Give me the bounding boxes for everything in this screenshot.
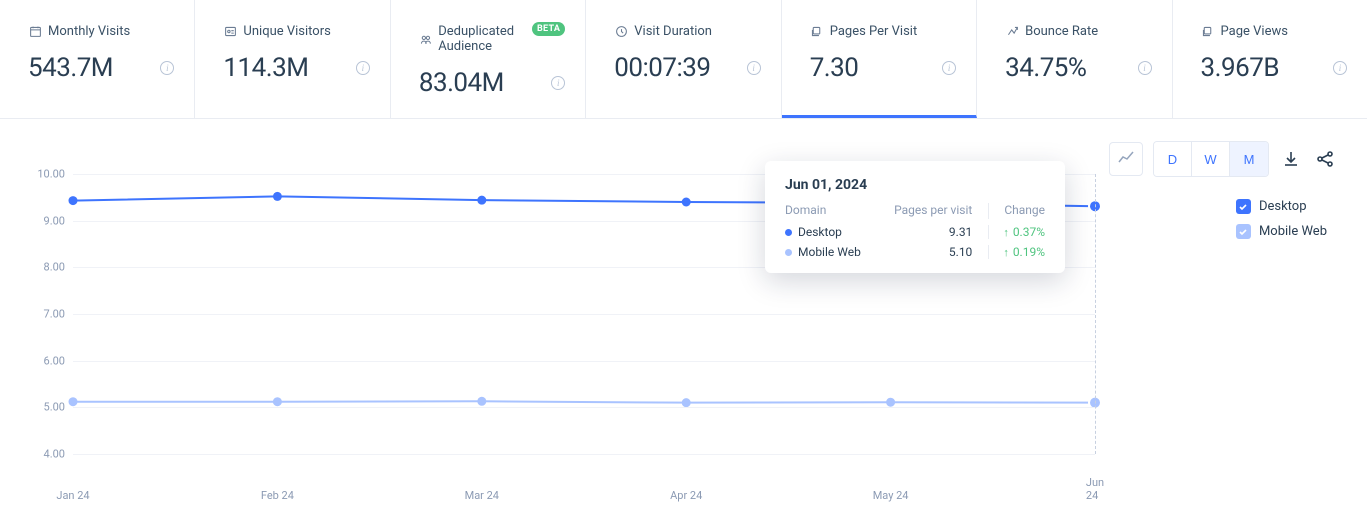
id-card-icon [223, 25, 237, 39]
chart-plot[interactable]: 4.005.006.007.008.009.0010.00Jan 24Feb 2… [25, 174, 1095, 484]
series-marker[interactable] [477, 196, 486, 205]
gridline [73, 407, 1095, 408]
chart-legend: Desktop Mobile Web [1236, 199, 1327, 249]
series-marker[interactable] [886, 398, 895, 407]
legend-label: Mobile Web [1259, 224, 1327, 239]
gridline [73, 454, 1095, 455]
metric-card-deduplicated_audience[interactable]: Deduplicated Audience BETA 83.04M i [391, 0, 586, 118]
gridline [73, 267, 1095, 268]
series-marker[interactable] [682, 398, 691, 407]
chart-area: DWM 4.00 5.00 6.00 7.00 8.00 9.00 10.00 Jan 24 F… [0, 119, 1367, 521]
metric-value: 114.3M [223, 53, 308, 83]
metric-value: 7.30 [810, 53, 859, 83]
metric-value: 3.967B [1201, 53, 1280, 83]
chart-type-button[interactable] [1109, 142, 1143, 176]
series-marker[interactable] [69, 397, 78, 406]
metric-label: Unique Visitors [243, 24, 330, 39]
calendar-icon [28, 25, 42, 39]
info-icon[interactable]: i [160, 61, 174, 75]
series-marker[interactable] [477, 397, 486, 406]
y-tick-label: 6.00 [25, 354, 65, 367]
metric-label: Monthly Visits [48, 24, 130, 39]
info-icon[interactable]: i [1333, 61, 1347, 75]
download-button[interactable] [1279, 147, 1303, 171]
metric-value: 00:07:39 [614, 53, 710, 83]
y-tick-label: 8.00 [25, 261, 65, 274]
x-tick-label: May 24 [873, 489, 909, 502]
series-marker[interactable] [69, 196, 78, 205]
metric-label: Page Views [1221, 24, 1288, 39]
metric-label: Visit Duration [634, 24, 712, 39]
metric-label: Bounce Rate [1025, 24, 1098, 39]
series-marker[interactable] [682, 198, 691, 207]
granularity-w[interactable]: W [1192, 142, 1230, 176]
checkbox-icon [1236, 224, 1251, 239]
metric-card-visit_duration[interactable]: Visit Duration 00:07:39 i [586, 0, 781, 118]
metric-card-monthly_visits[interactable]: Monthly Visits 543.7M i [0, 0, 195, 118]
y-tick-label: 9.00 [25, 214, 65, 227]
share-button[interactable] [1313, 147, 1337, 171]
x-tick-label: Jun 24 [1086, 476, 1104, 502]
metric-value: 543.7M [28, 53, 113, 83]
legend-item-desktop[interactable]: Desktop [1236, 199, 1327, 214]
info-icon[interactable]: i [356, 61, 370, 75]
metric-card-unique_visitors[interactable]: Unique Visitors 114.3M i [195, 0, 390, 118]
y-tick-label: 5.00 [25, 401, 65, 414]
y-tick-label: 4.00 [25, 448, 65, 461]
series-marker[interactable] [886, 198, 895, 207]
clock-icon [614, 25, 628, 39]
x-tick-label: Feb 24 [261, 489, 294, 502]
hover-line [1095, 174, 1096, 454]
granularity-group: DWM [1153, 141, 1269, 177]
gridline [73, 174, 1095, 175]
chart-toolbar: DWM [1109, 141, 1337, 177]
gridline [73, 314, 1095, 315]
series-line-desktop [73, 196, 1095, 206]
gridline [73, 361, 1095, 362]
y-tick-label: 10.00 [25, 168, 65, 181]
metric-card-pages_per_visit[interactable]: Pages Per Visit 7.30 i [782, 0, 977, 118]
metric-card-bounce_rate[interactable]: Bounce Rate 34.75% i [977, 0, 1172, 118]
y-tick-label: 7.00 [25, 308, 65, 321]
granularity-d[interactable]: D [1154, 142, 1192, 176]
metric-label: Pages Per Visit [830, 24, 918, 39]
beta-badge: BETA [532, 22, 565, 36]
legend-label: Desktop [1259, 199, 1307, 214]
people-icon [419, 32, 432, 46]
metric-card-page_views[interactable]: Page Views 3.967B i [1173, 0, 1367, 118]
info-icon[interactable]: i [551, 76, 565, 90]
info-icon[interactable]: i [747, 61, 761, 75]
metric-value: 34.75% [1005, 53, 1086, 83]
series-line-mobile-web [73, 401, 1095, 402]
x-tick-label: Jan 24 [56, 489, 89, 502]
gridline [73, 221, 1095, 222]
x-tick-label: Apr 24 [670, 489, 702, 502]
x-tick-label: Mar 24 [465, 489, 499, 502]
checkbox-icon [1236, 199, 1251, 214]
bounce-icon [1005, 25, 1019, 39]
layers-icon [810, 25, 824, 39]
granularity-m[interactable]: M [1230, 142, 1268, 176]
series-marker[interactable] [273, 192, 282, 201]
series-marker[interactable] [273, 397, 282, 406]
info-icon[interactable]: i [1138, 61, 1152, 75]
info-icon[interactable]: i [942, 61, 956, 75]
line-chart-icon [1118, 150, 1134, 169]
layers-icon [1201, 25, 1215, 39]
legend-item-mobile-web[interactable]: Mobile Web [1236, 224, 1327, 239]
metric-value: 83.04M [419, 68, 504, 98]
